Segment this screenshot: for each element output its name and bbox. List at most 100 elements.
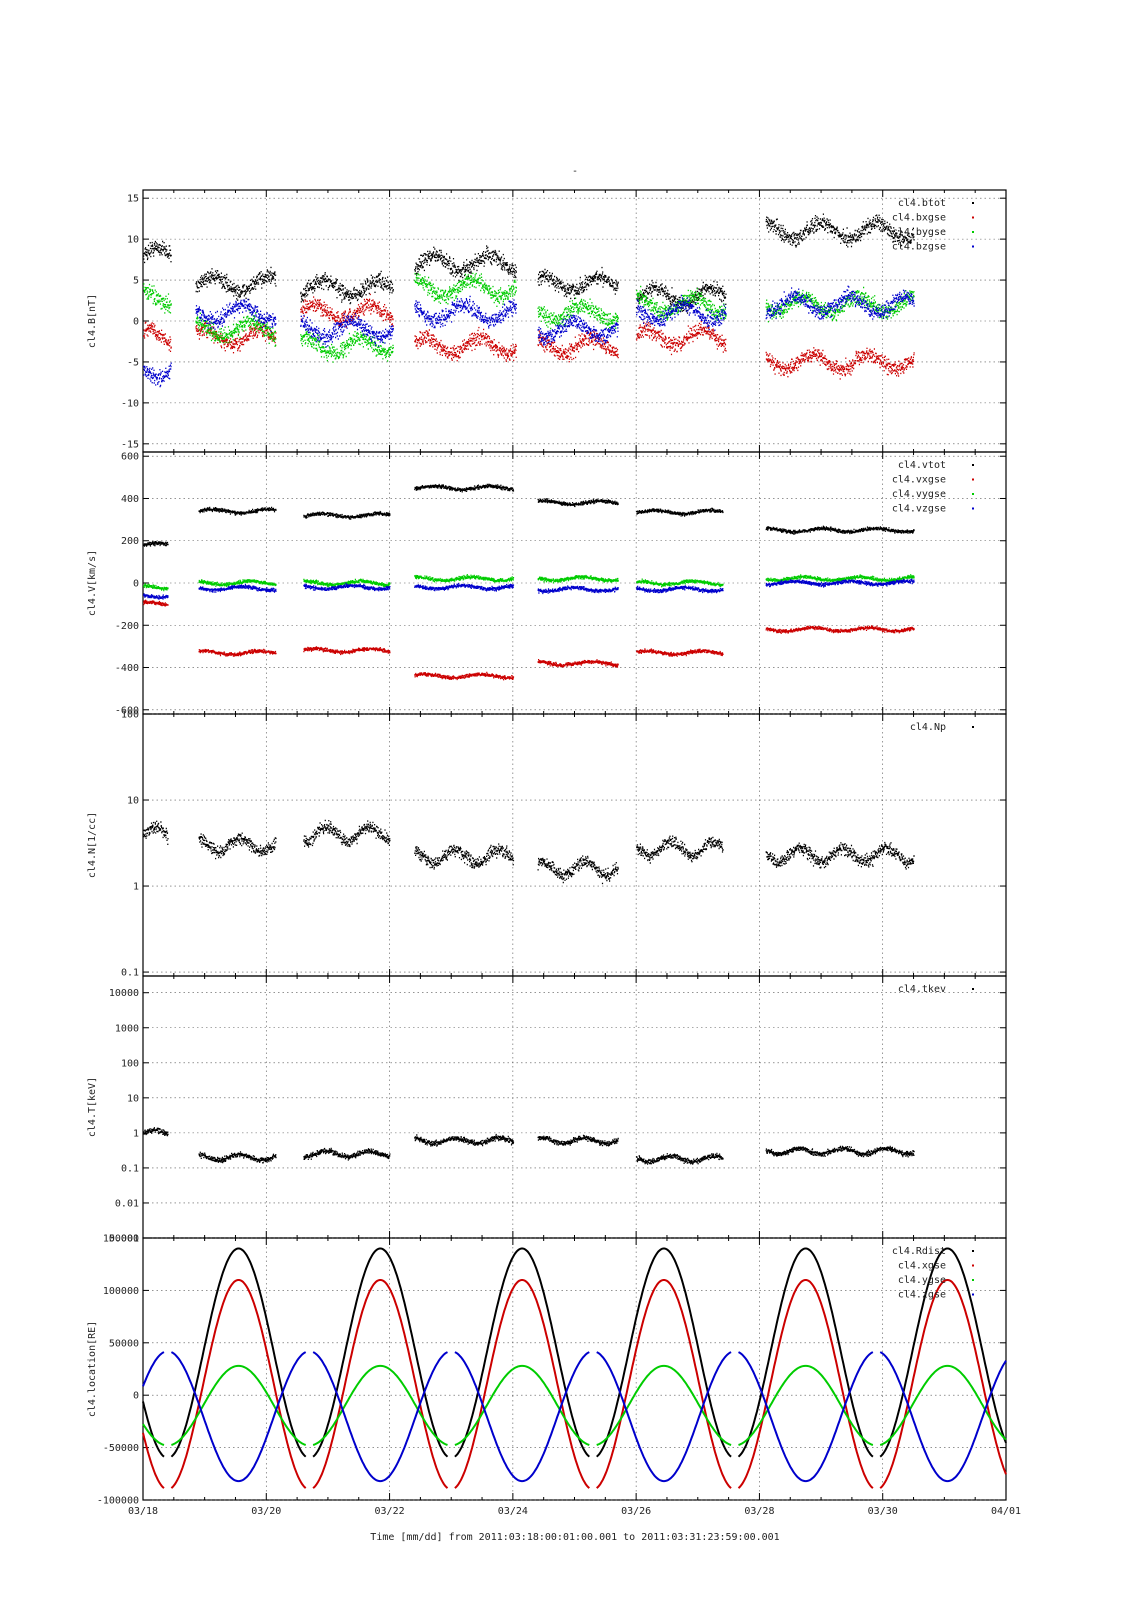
y-tick-label: 1 [133,882,139,893]
y-tick-label: 150000 [103,1234,139,1245]
y-tick-label: 0.001 [109,1234,139,1245]
series-line [142,1279,1007,1489]
series-points [636,835,724,864]
x-tick-label: 03/24 [498,1506,528,1517]
x-tick-label: 03/20 [251,1506,281,1517]
panel-1: 15 10 5 0 -5 -10 -15 cl4.B[nT] cl4.btot cl4.bxgse… [87,189,1007,453]
panel-5: 150000 100000 50000 0 -50000 -100000 cl4.locat… [87,1234,1007,1507]
series-points [143,820,169,845]
legend: cl4.btot cl4.bxgse cl4.bygse cl4.bzgse [892,198,974,253]
legend-marker [972,1264,974,1267]
series-points [300,270,394,305]
legend-marker [972,726,974,728]
x-tick-label: 03/26 [621,1506,651,1517]
legend-label: cl4.vtot [898,460,946,471]
legend: cl4.Np [910,722,974,733]
series-points [143,599,169,607]
series-points [143,240,172,264]
series-points [303,582,391,592]
series-points [765,1145,915,1158]
legend-label: cl4.vygse [892,489,946,500]
legend-label: cl4.bzgse [892,242,946,253]
series-points [537,1134,619,1147]
legend-marker [972,231,974,233]
y-tick-label: 1000 [115,1023,139,1034]
y-tick-label: 0.1 [121,968,139,979]
series-points [303,578,391,588]
y-tick-label: -10 [121,398,139,409]
panel-data [143,213,915,388]
legend-marker [972,507,974,510]
x-tick-label: 03/18 [128,1506,158,1517]
series-points [414,272,517,307]
panel-data [142,1247,1007,1489]
legend-marker [972,478,974,481]
y-tick-label: 100 [121,1058,139,1069]
series-points [765,347,915,380]
series-points [636,507,724,517]
legend-label: cl4.vxgse [892,475,946,486]
series-points [198,832,277,860]
series-points [143,321,172,352]
series-points [195,298,277,333]
y-tick-label: -5 [127,357,139,368]
series-points [143,362,172,388]
legend-marker [972,1293,974,1296]
series-points [414,843,515,870]
panel-data [143,483,915,681]
x-tick-label: 03/22 [375,1506,405,1517]
series-points [414,245,517,282]
y-tick-label: -50000 [103,1443,139,1454]
legend-label: cl4.zgse [898,1290,946,1301]
y-tick-label: 100000 [103,1286,139,1297]
legend-marker [972,988,974,990]
legend-marker [972,216,974,219]
panel-4: 10000 1000 100 10 1 0.1 0.01 0.001 cl4.T[keV] cl4… [87,975,1007,1245]
series-points [765,841,915,870]
legend-marker [972,493,974,495]
series-points [414,295,517,329]
series-points [537,314,619,346]
series-points [765,285,915,320]
y-tick-label: -100000 [97,1496,139,1507]
y-tick-label: 10 [127,1093,139,1104]
legend: cl4.vtot cl4.vxgse cl4.vygse cl4.vzgse [892,460,974,515]
series-points [198,1151,277,1164]
panels: 151050-5-10-15cl4.B[nT]cl4.btotcl4.bxgse… [87,189,1007,1507]
legend-label: cl4.btot [898,198,946,209]
panel-3: 100 10 1 0.1 cl4.N[1/cc] cl4.Np [87,710,1007,979]
panel-frame [142,975,1007,1239]
series-points [414,583,515,592]
y-tick-label: 0 [133,1391,139,1402]
legend-label: cl4.vzgse [892,504,946,515]
figure-top-mark: - [572,166,578,177]
panel-frame [142,713,1007,977]
legend-label: cl4.tkev [898,984,946,995]
y-tick-label: 10 [127,796,139,807]
series-points [414,671,515,681]
legend-label: cl4.Rdist [892,1246,946,1257]
time-range-footer: Time [mm/dd] from 2011:03:18:00:01:00.00… [370,1532,779,1543]
legend-marker [972,1279,974,1281]
panel-2: 600 400 200 0 -200 -400 -600 cl4.V[km/s] cl4.vto… [87,451,1007,716]
series-points [537,297,619,330]
series-points [636,1152,724,1165]
legend-label: cl4.xgse [898,1261,946,1272]
y-tick-label: 10 [127,235,139,246]
y-tick-label: 1 [133,1128,139,1139]
legend-label: cl4.ygse [898,1275,946,1286]
y-axis-label: cl4.location[RE] [87,1321,98,1417]
legend-marker [972,1250,974,1252]
series-points [537,585,619,595]
series-points [143,583,169,592]
legend-marker [972,202,974,204]
time-axis: 03/18 03/20 03/22 03/24 03/26 03/28 03/30 04/01 [128,1506,1021,1517]
series-points [303,646,391,656]
legend-marker [972,245,974,248]
series-points [143,283,172,314]
y-tick-label: 400 [121,494,139,505]
y-tick-label: 100 [121,710,139,721]
series-line [142,1364,1007,1446]
legend-label: cl4.Np [910,722,946,733]
